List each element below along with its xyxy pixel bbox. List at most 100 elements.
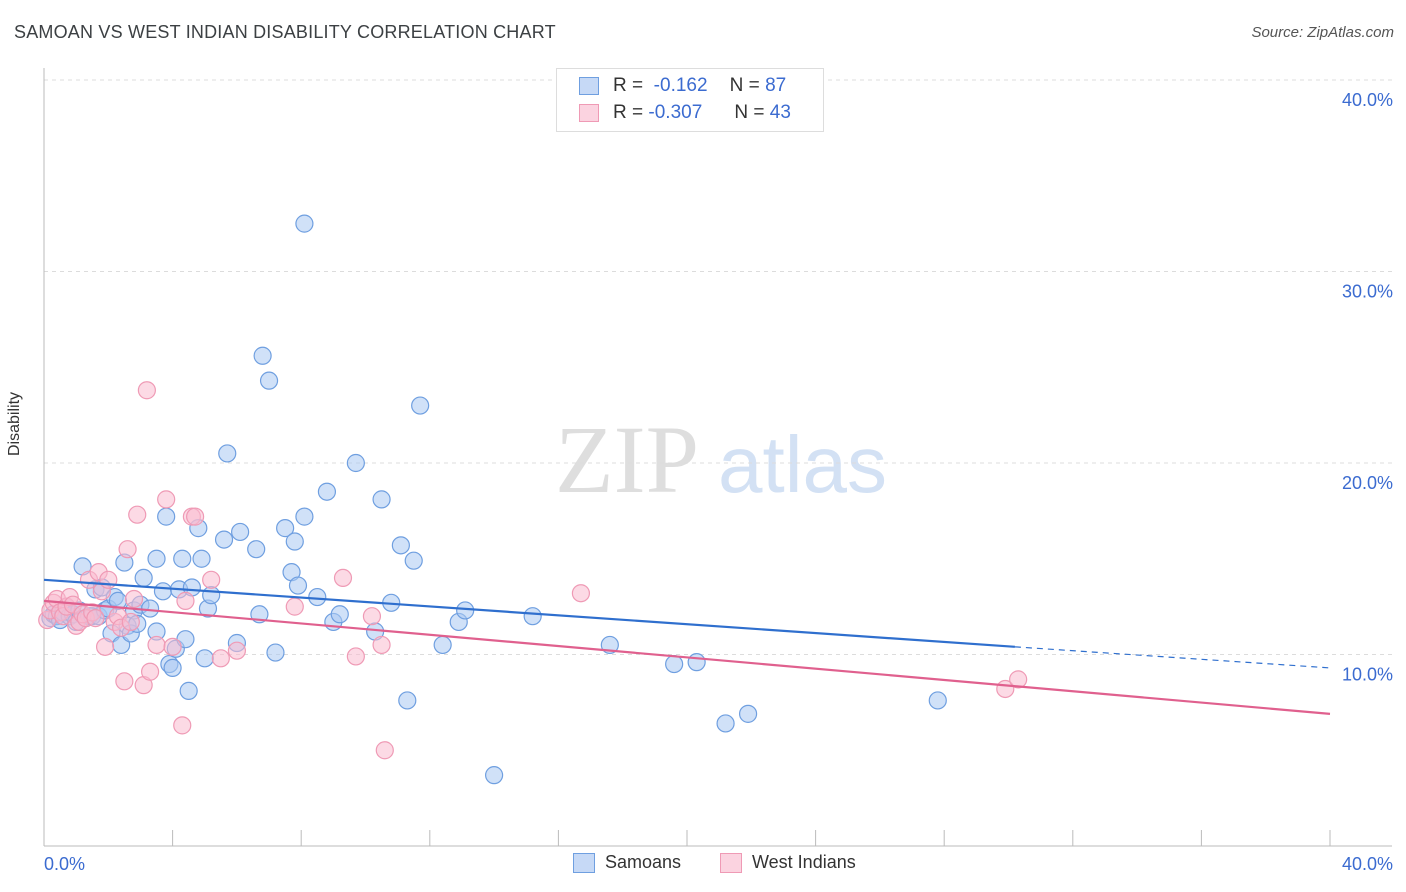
legend-r-label: R =	[613, 102, 644, 123]
samoan-point	[485, 766, 504, 785]
west-indian-point	[163, 637, 182, 656]
samoan-point	[716, 714, 735, 733]
bottom-legend-label-samoans: Samoans	[605, 852, 682, 872]
samoan-point	[140, 599, 160, 618]
samoan-point	[346, 453, 365, 473]
legend-r-value: -0.307	[648, 102, 703, 123]
y-tick-label: 20.0%	[1342, 473, 1393, 493]
samoan-point	[523, 607, 542, 626]
legend-r-label: R =	[613, 75, 644, 96]
west-indian-point	[211, 649, 230, 668]
samoan-point	[411, 396, 430, 415]
legend-r-value: -0.162	[653, 75, 708, 96]
samoan-point	[192, 549, 211, 568]
legend-row-west-indians: R = -0.307 N = 43	[579, 101, 791, 125]
legend-row-samoans: R = -0.162 N = 87	[579, 74, 786, 98]
x-tick-label: 0.0%	[44, 854, 85, 874]
samoan-point	[218, 444, 237, 463]
west-indian-point	[118, 540, 137, 559]
legend-swatch-west-indians	[579, 104, 599, 122]
samoan-point	[247, 540, 266, 559]
west-indian-point	[157, 490, 176, 509]
west-indian-point	[372, 635, 391, 655]
samoan-point	[317, 482, 337, 501]
samoan-point	[153, 582, 173, 601]
samoan-trend-line	[43, 578, 1016, 648]
legend-n-label: N =	[729, 75, 760, 96]
samoan-point	[195, 649, 214, 668]
samoan-point	[288, 576, 308, 595]
watermark-zip: ZIP	[555, 406, 699, 513]
samoan-point	[665, 654, 684, 674]
west-indian-point	[128, 505, 147, 524]
west-indian-point	[362, 607, 382, 626]
bottom-legend-west-indians: West Indians	[720, 852, 856, 873]
stats-legend: R = -0.162 N = 87 R = -0.307 N = 43	[556, 68, 824, 132]
west-indian-trend-line	[43, 599, 1331, 715]
samoan-point	[163, 658, 182, 678]
y-tick-label: 40.0%	[1342, 90, 1393, 110]
west-indian-point	[121, 612, 140, 632]
samoan-point	[398, 691, 417, 710]
samoan-point	[259, 371, 279, 390]
west-indian-point	[95, 637, 115, 656]
samoan-point	[157, 507, 176, 526]
samoan-point	[330, 605, 349, 624]
samoan-point	[404, 551, 423, 570]
samoan-trend-line-extension	[1014, 646, 1331, 669]
bottom-legend-samoans: Samoans	[573, 852, 681, 873]
west-indian-point	[285, 597, 304, 616]
west-indian-point	[176, 591, 195, 610]
samoan-point	[391, 536, 410, 555]
west-indian-point	[202, 570, 221, 589]
legend-n-value: 87	[765, 75, 787, 96]
chart-title: SAMOAN VS WEST INDIAN DISABILITY CORRELA…	[14, 22, 556, 42]
west-indian-point	[86, 609, 105, 628]
west-indian-point	[333, 568, 353, 588]
samoan-point	[687, 653, 706, 672]
y-tick-label: 10.0%	[1342, 665, 1393, 685]
west-indian-point	[571, 584, 591, 603]
bottom-legend-swatch-west-indians	[720, 852, 742, 873]
west-indian-point	[140, 662, 160, 681]
legend-swatch-samoans	[579, 77, 599, 95]
west-indian-point	[115, 672, 134, 691]
west-indian-point	[186, 507, 205, 526]
west-indian-point	[1009, 670, 1028, 689]
west-indian-point	[346, 647, 365, 666]
samoan-point	[738, 704, 758, 723]
west-indian-point	[173, 716, 192, 735]
samoan-point	[134, 568, 153, 588]
west-indian-point	[147, 635, 166, 655]
x-tick-label: 40.0%	[1342, 854, 1393, 874]
source-label: Source: ZipAtlas.com	[1251, 24, 1394, 41]
west-indian-point	[227, 641, 246, 660]
samoan-point	[456, 601, 475, 620]
samoan-point	[276, 519, 295, 538]
y-tick-label: 30.0%	[1342, 282, 1393, 302]
samoan-point	[173, 549, 192, 568]
samoan-point	[202, 586, 221, 605]
samoan-point	[214, 530, 234, 549]
samoan-point	[372, 490, 391, 509]
samoan-point	[295, 507, 314, 526]
legend-n-value: 43	[769, 102, 791, 123]
samoan-point	[147, 549, 166, 568]
samoan-point	[231, 522, 250, 542]
bottom-legend-swatch-samoans	[573, 852, 595, 873]
legend-n-label: N =	[734, 102, 765, 123]
samoan-point	[179, 681, 198, 700]
samoan-point	[928, 691, 947, 710]
samoan-point	[433, 635, 452, 655]
west-indian-point	[375, 741, 394, 760]
watermark-atlas: atlas	[718, 420, 887, 509]
samoan-point	[285, 532, 304, 551]
samoan-point	[295, 214, 314, 233]
west-indian-point	[124, 589, 144, 609]
samoan-point	[308, 587, 327, 607]
samoan-point	[266, 643, 285, 662]
west-indian-point	[137, 381, 156, 400]
samoan-point	[253, 346, 272, 365]
bottom-legend-label-west-indians: West Indians	[752, 852, 856, 872]
